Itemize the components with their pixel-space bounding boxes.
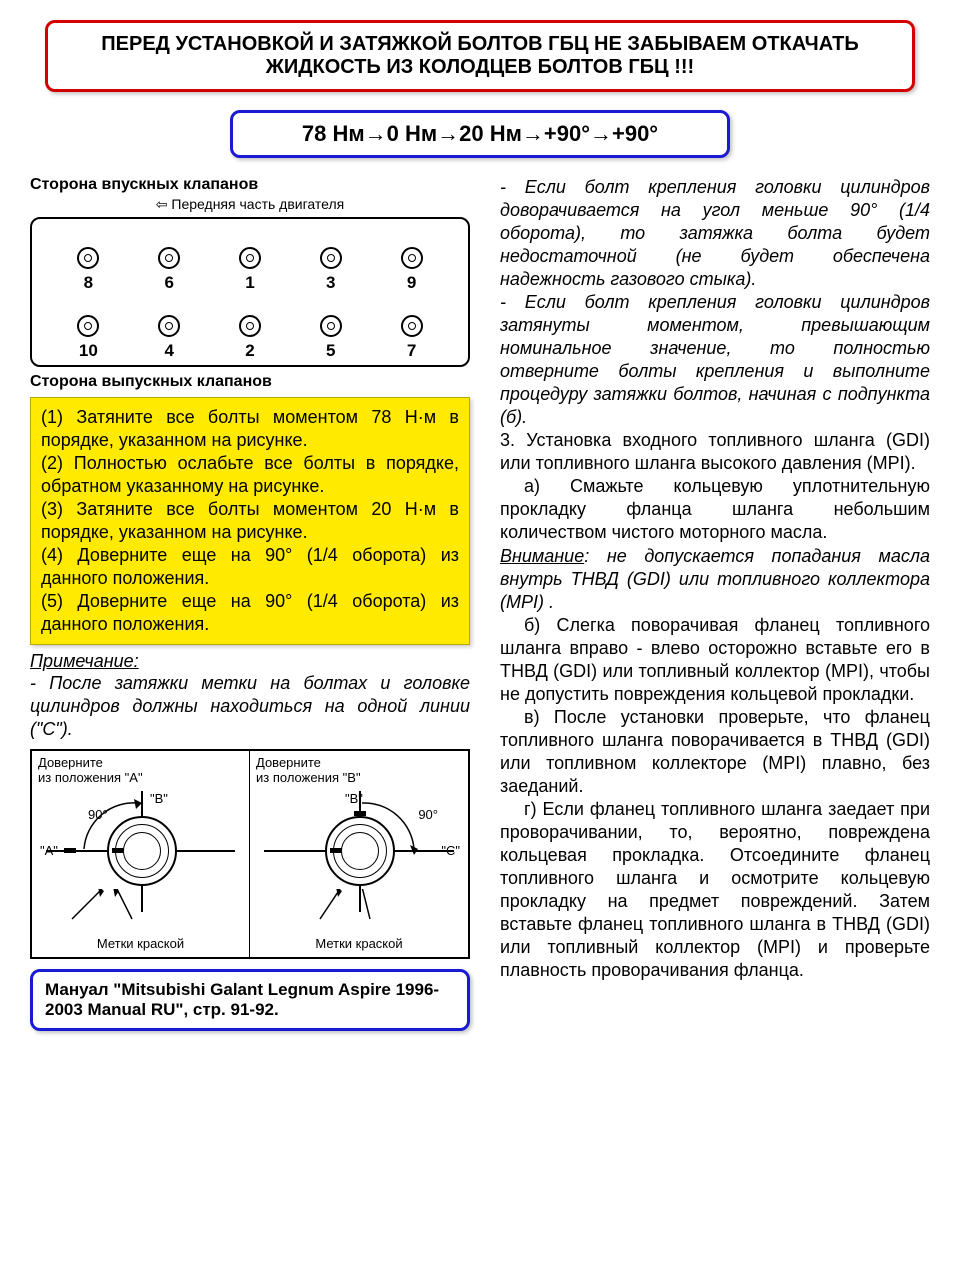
torque-steps-highlight: (1) Затяните все болты моментом 78 Н·м в… — [30, 397, 470, 645]
bolt-icon — [401, 247, 423, 269]
step-3g: г) Если фланец топливного шланга заедает… — [500, 798, 930, 982]
two-column-layout: Сторона впускных клапанов ⇦ Передняя час… — [30, 176, 930, 1031]
arrow-icon — [300, 889, 420, 929]
bolt-icon — [77, 247, 99, 269]
note-heading: Примечание: — [30, 651, 470, 672]
bolt-row-top — [32, 247, 468, 269]
bolt-row-bottom — [32, 315, 468, 337]
bolt-icon — [320, 315, 342, 337]
attention-label: Внимание — [500, 546, 584, 566]
warning-paragraph-2: - Если болт крепления головки цилиндров … — [500, 291, 930, 429]
exhaust-side-label: Сторона выпускных клапанов — [30, 373, 470, 391]
paint-diagram-left: Доверните из положения "А" "В" "А" 90° М… — [32, 751, 250, 957]
bolt-icon — [239, 315, 261, 337]
warning-paragraph-1: - Если болт крепления головки цилиндров … — [500, 176, 930, 291]
bolt-number: 8 — [77, 273, 99, 293]
left-column: Сторона впускных клапанов ⇦ Передняя час… — [30, 176, 470, 1031]
step-3a: а) Смажьте кольцевую уплотнительную прок… — [500, 475, 930, 544]
step-3b: б) Слегка поворачивая фланец топливного … — [500, 614, 930, 706]
diag-right-title: Доверните из положения "В" — [256, 755, 361, 785]
paint-mark-diagram: Доверните из положения "А" "В" "А" 90° М… — [30, 749, 470, 959]
bolt-number: 1 — [239, 273, 261, 293]
bolt-icon — [239, 247, 261, 269]
paint-mark-icon — [330, 848, 342, 853]
paint-mark-label: Метки краской — [32, 936, 249, 951]
bolt-icon — [158, 315, 180, 337]
diag-left-title: Доверните из положения "А" — [38, 755, 143, 785]
bolt-number: 2 — [239, 341, 261, 361]
bolt-number: 7 — [401, 341, 423, 361]
manual-reference-box: Мануал "Mitsubishi Galant Legnum Aspire … — [30, 969, 470, 1031]
paint-diagram-right: Доверните из положения "В" "В" "С" 90° М… — [250, 751, 468, 957]
arc-arrow-icon — [354, 795, 434, 855]
paint-mark-label: Метки краской — [250, 936, 468, 951]
step-3v: в) После установки проверьте, что фланец… — [500, 706, 930, 798]
paint-mark-icon — [64, 848, 76, 853]
arc-arrow-icon — [76, 795, 156, 855]
bolt-numbers-top: 8 6 1 3 9 — [32, 273, 468, 293]
right-column: - Если болт крепления головки цилиндров … — [500, 176, 930, 1031]
bolt-icon — [401, 315, 423, 337]
bolt-number: 9 — [401, 273, 423, 293]
bolt-icon — [158, 247, 180, 269]
torque-sequence-box: 78 Нм→0 Нм→20 Нм→+90°→+90° — [230, 110, 730, 158]
bolt-number: 10 — [77, 341, 99, 361]
step-3-heading: 3. Установка входного топливного шланга … — [500, 429, 930, 475]
note-body: - После затяжки метки на болтах и головк… — [30, 672, 470, 741]
warning-banner: ПЕРЕД УСТАНОВКОЙ И ЗАТЯЖКОЙ БОЛТОВ ГБЦ Н… — [45, 20, 915, 92]
bolt-icon — [320, 247, 342, 269]
bolt-number: 3 — [320, 273, 342, 293]
bolt-numbers-bottom: 10 4 2 5 7 — [32, 341, 468, 361]
intake-side-label: Сторона впускных клапанов — [30, 176, 470, 194]
bolt-number: 6 — [158, 273, 180, 293]
bolt-number: 4 — [158, 341, 180, 361]
bolt-icon — [77, 315, 99, 337]
bolt-number: 5 — [320, 341, 342, 361]
cylinder-head-diagram: 8 6 1 3 9 10 4 2 5 7 — [30, 217, 470, 367]
attention-paragraph: Внимание: не допускается попадания масла… — [500, 545, 930, 614]
front-engine-label: ⇦ Передняя часть двигателя — [30, 196, 470, 213]
arrow-icon — [62, 889, 182, 929]
